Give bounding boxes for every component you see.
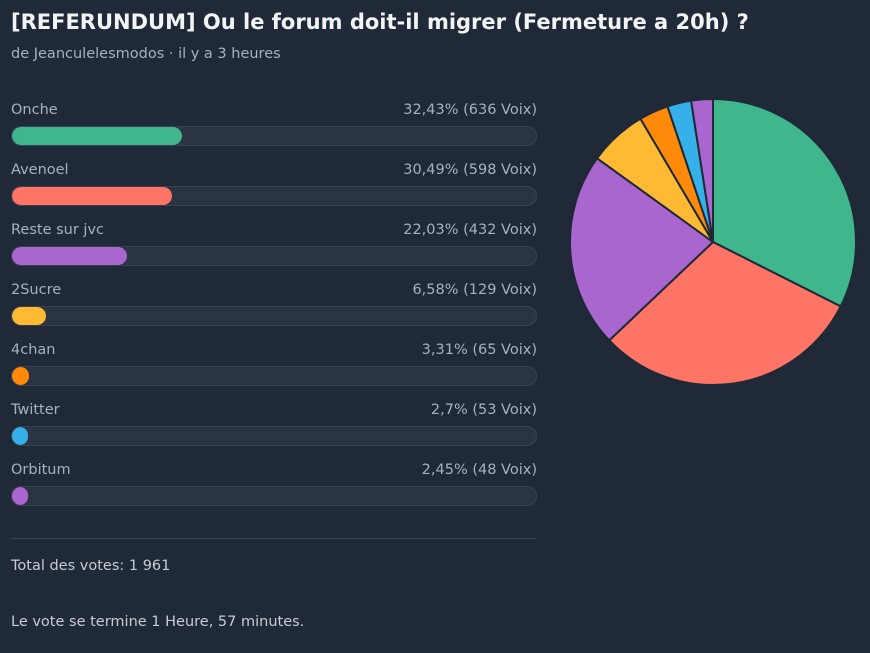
divider — [11, 538, 537, 539]
poll-options: Onche 32,43% (636 Voix) Avenoel 30,49% (… — [11, 100, 537, 520]
option-result: 2,7% (53 Voix) — [430, 402, 537, 418]
option-label: Reste sur jvc — [11, 222, 105, 238]
option-result: 6,58% (129 Voix) — [412, 282, 537, 298]
option-bar-track — [11, 186, 537, 206]
option-bar-fill — [12, 367, 30, 385]
option-bar-fill — [12, 247, 128, 265]
option-bar-fill — [12, 187, 172, 205]
poll-option-avenoel[interactable]: Avenoel 30,49% (598 Voix) — [11, 160, 537, 220]
pie-slice-avenoel — [608, 241, 842, 386]
option-bar-track — [11, 426, 537, 446]
option-bar-fill — [12, 127, 182, 145]
pie-slice-reste-sur-jvc — [568, 157, 714, 342]
option-label: 2Sucre — [11, 282, 62, 298]
option-bar-fill — [12, 307, 47, 325]
option-result: 22,03% (432 Voix) — [403, 222, 537, 238]
option-bar-track — [11, 126, 537, 146]
results-pie-chart — [568, 98, 857, 386]
poll-option-onche[interactable]: Onche 32,43% (636 Voix) — [11, 100, 537, 160]
pie-slice-orbitum — [690, 98, 714, 243]
option-bar-track — [11, 486, 537, 506]
option-result: 30,49% (598 Voix) — [403, 162, 537, 178]
option-label: Avenoel — [11, 162, 69, 178]
option-result: 3,31% (65 Voix) — [421, 342, 537, 358]
option-result: 2,45% (48 Voix) — [421, 462, 537, 478]
option-label: 4chan — [11, 342, 56, 358]
option-bar-track — [11, 306, 537, 326]
poll-end-time: Le vote se termine 1 Heure, 57 minutes. — [11, 614, 305, 630]
poll-option-reste-sur-jvc[interactable]: Reste sur jvc 22,03% (432 Voix) — [11, 220, 537, 280]
pie-slice-onche — [712, 98, 857, 308]
option-label: Twitter — [11, 402, 60, 418]
option-result: 32,43% (636 Voix) — [403, 102, 537, 118]
poll-option-twitter[interactable]: Twitter 2,7% (53 Voix) — [11, 400, 537, 460]
poll-option-orbitum[interactable]: Orbitum 2,45% (48 Voix) — [11, 460, 537, 520]
option-label: Orbitum — [11, 462, 71, 478]
poll-byline: de Jeanculelesmodos · il y a 3 heures — [11, 46, 281, 62]
option-bar-track — [11, 366, 537, 386]
poll-title: [REFERUNDUM] Ou le forum doit-il migrer … — [11, 10, 749, 34]
total-votes: Total des votes: 1 961 — [11, 558, 171, 574]
option-label: Onche — [11, 102, 58, 118]
poll-option-4chan[interactable]: 4chan 3,31% (65 Voix) — [11, 340, 537, 400]
poll-option-2sucre[interactable]: 2Sucre 6,58% (129 Voix) — [11, 280, 537, 340]
option-bar-track — [11, 246, 537, 266]
option-bar-fill — [12, 487, 28, 505]
option-bar-fill — [12, 427, 28, 445]
